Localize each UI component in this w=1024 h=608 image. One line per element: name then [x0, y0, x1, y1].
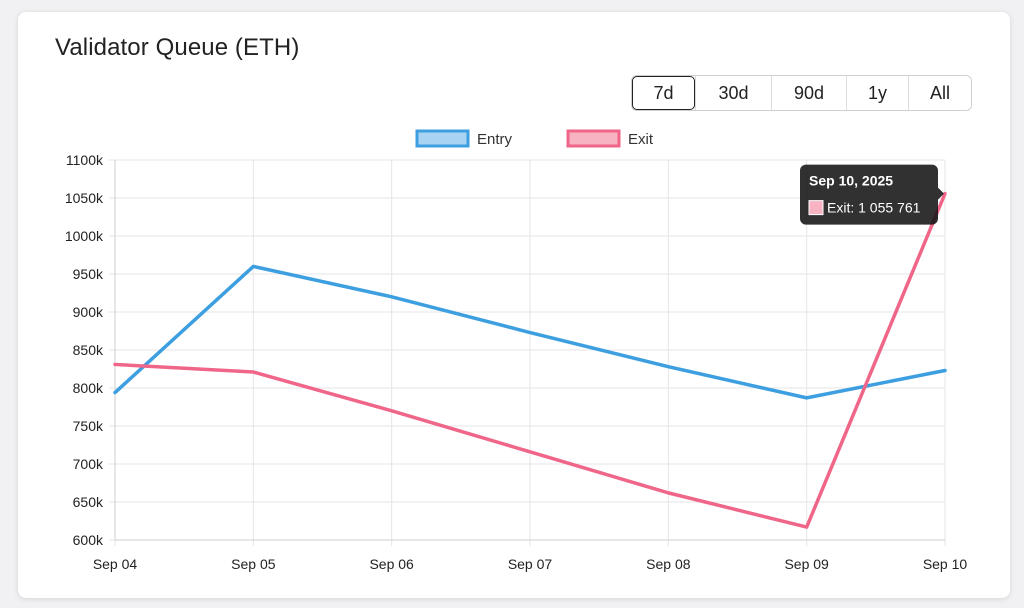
chart-tooltip: Sep 10, 2025 Exit: 1 055 761: [800, 164, 944, 225]
data-point-entry[interactable]: [526, 329, 534, 337]
data-point-entry[interactable]: [941, 367, 949, 375]
y-tick-label: 1050k: [65, 190, 104, 206]
time-range-selector: 7d 30d 90d 1y All: [631, 75, 972, 111]
tooltip-swatch: [808, 200, 824, 216]
data-point-entry[interactable]: [664, 363, 672, 371]
y-tick-label: 750k: [73, 418, 104, 434]
legend-swatch-exit[interactable]: [566, 129, 621, 148]
y-tick-label: 650k: [73, 494, 104, 510]
x-tick-label: Sep 05: [231, 556, 276, 572]
legend-label-exit[interactable]: Exit: [628, 131, 654, 148]
range-button-7d[interactable]: 7d: [632, 76, 695, 110]
data-point-entry[interactable]: [249, 262, 257, 270]
x-tick-label: Sep 08: [646, 556, 691, 572]
x-tick-label: Sep 09: [784, 556, 829, 572]
legend-label-entry[interactable]: Entry: [477, 131, 513, 148]
data-point-exit[interactable]: [111, 360, 119, 368]
data-point-entry[interactable]: [803, 394, 811, 402]
series-line-exit: [113, 191, 947, 529]
range-button-90d[interactable]: 90d: [771, 76, 846, 110]
y-tick-label: 700k: [73, 456, 104, 472]
y-tick-label: 1000k: [65, 228, 104, 244]
card-title: Validator Queue (ETH): [55, 34, 300, 61]
data-point-entry[interactable]: [388, 293, 396, 301]
range-button-all[interactable]: All: [908, 76, 971, 110]
tooltip-title: Sep 10, 2025: [809, 173, 893, 189]
y-tick-label: 800k: [73, 380, 104, 396]
range-button-1y[interactable]: 1y: [846, 76, 908, 110]
legend-swatch-entry[interactable]: [415, 129, 470, 148]
y-tick-label: 600k: [73, 532, 104, 548]
data-point-exit[interactable]: [388, 407, 396, 415]
y-tick-label: 900k: [73, 304, 104, 320]
x-tick-label: Sep 04: [93, 556, 138, 572]
x-tick-label: Sep 07: [508, 556, 553, 572]
data-point-exit[interactable]: [664, 489, 672, 497]
tooltip-box: [800, 164, 938, 225]
tooltip-value: Exit: 1 055 761: [827, 200, 921, 216]
y-tick-label: 1100k: [66, 152, 104, 168]
series-line-entry: [113, 264, 947, 400]
y-tick-label: 950k: [73, 266, 104, 282]
y-tick-label: 850k: [73, 342, 104, 358]
data-point-exit[interactable]: [249, 368, 257, 376]
x-tick-label: Sep 06: [369, 556, 414, 572]
range-button-30d[interactable]: 30d: [695, 76, 771, 110]
x-tick-label: Sep 10: [923, 556, 968, 572]
tooltip-caret: [938, 187, 944, 200]
data-point-exit[interactable]: [526, 448, 534, 456]
data-point-entry[interactable]: [111, 389, 119, 397]
chart-card: Validator Queue (ETH) 7d 30d 90d 1y All: [18, 12, 1010, 598]
data-point-exit[interactable]: [803, 523, 811, 531]
